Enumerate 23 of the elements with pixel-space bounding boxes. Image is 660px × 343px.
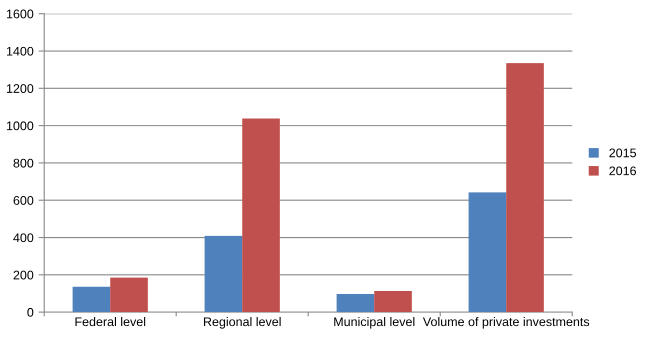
bar bbox=[468, 192, 506, 312]
y-tick-label: 800 bbox=[13, 158, 34, 168]
y-tick-label: 1200 bbox=[6, 84, 34, 93]
bar bbox=[72, 286, 110, 312]
bar bbox=[204, 236, 242, 312]
x-tick-label: Regional level bbox=[204, 316, 281, 329]
y-tick-label: 200 bbox=[14, 270, 34, 280]
x-tick-label: Municipal level bbox=[334, 316, 414, 329]
y-tick-label: 600 bbox=[14, 196, 34, 205]
bar bbox=[374, 291, 412, 312]
bar bbox=[242, 118, 280, 312]
bar bbox=[110, 278, 148, 312]
y-tick-label: 1000 bbox=[6, 121, 34, 130]
bar bbox=[336, 294, 374, 312]
legend-label: 2016 bbox=[609, 166, 636, 176]
bar bbox=[506, 63, 544, 312]
y-tick-label: 400 bbox=[13, 233, 34, 242]
x-tick-label: Volume of private investments bbox=[422, 316, 590, 329]
legend-label: 2015 bbox=[609, 148, 636, 158]
x-tick-label: Federal level bbox=[75, 316, 146, 326]
y-tick-label: 0 bbox=[27, 308, 34, 317]
y-tick-label: 1400 bbox=[6, 46, 34, 56]
y-tick-label: 1600 bbox=[6, 10, 34, 18]
